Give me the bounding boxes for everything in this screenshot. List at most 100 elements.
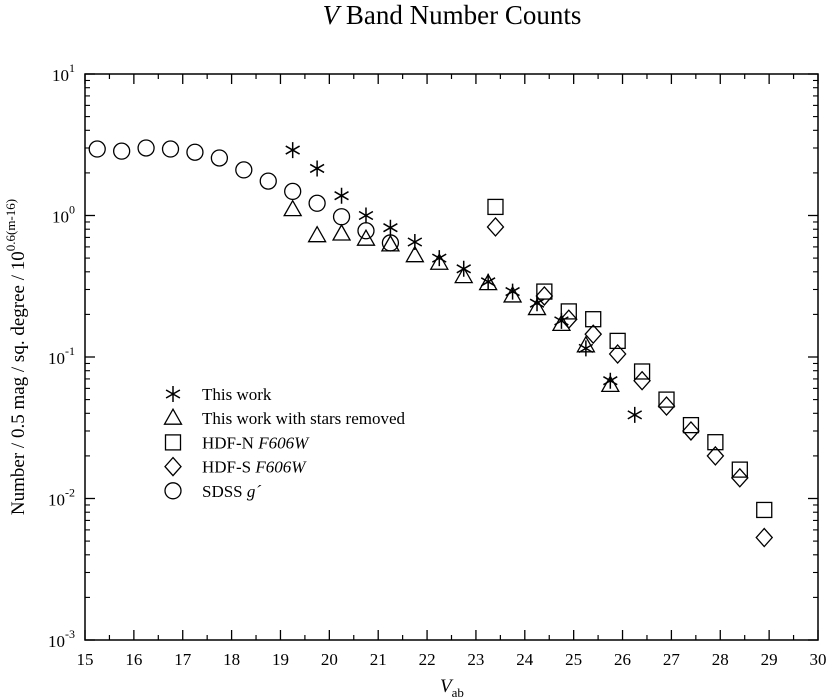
legend-label: This work [202,385,272,404]
asterisk-point [334,187,349,204]
asterisk-point [578,340,594,357]
x-tick-label: 29 [761,650,778,669]
x-tick-label: 21 [370,650,387,669]
square-point [731,461,748,478]
diamond-point [584,324,603,345]
circle-point [137,139,155,157]
square-point [682,416,700,434]
x-axis-label: Vab [440,676,464,699]
triangle-point [478,273,498,291]
circle-point [381,234,400,252]
asterisk-point [309,160,325,177]
plot-area [84,73,819,641]
circle-point [332,208,351,226]
chart-title-italic: V [323,0,343,30]
x-tick-label: 22 [419,650,436,669]
triangle-point [429,252,449,270]
legend-circle-symbol [164,482,182,500]
chart-title-rest: Band Number Counts [339,0,581,30]
x-tick-label: 24 [516,650,534,669]
diamond-point [633,370,651,391]
triangle-point [331,223,352,241]
square-point [609,332,626,350]
circle-point [88,140,106,158]
legend-label: SDSS g´ [202,482,261,501]
axis-ticks: 15 16 17 18 19 20 21 22 23 24 25 26 27 28 29 30 10-3 10-2… [48,61,827,669]
square-point [536,283,553,300]
circle-point [235,161,253,179]
triangle-point [600,375,620,393]
x-axis-label-sub: ab [452,685,464,699]
legend: This work This work with stars removed HDF… [163,385,406,501]
diamond-point [730,467,749,488]
diamond-point [608,344,627,364]
series-hdf-s [486,216,774,548]
x-tick-label: 28 [712,650,729,669]
diamond-point [706,445,725,466]
square-point [633,363,651,380]
circle-point [259,172,277,190]
diamond-point [559,309,578,330]
x-tick-label: 26 [614,650,631,669]
circle-point [308,194,326,212]
series-sdss [88,139,400,252]
square-point [756,501,773,519]
asterisk-point [627,406,643,423]
data-markers [88,139,774,548]
legend-label: HDF-S F606W [202,458,307,477]
square-point [707,434,724,451]
x-axis-label-main: V [440,676,454,697]
square-point [487,198,504,216]
x-tick-label: 18 [223,650,240,669]
legend-label: HDF-N F606W [202,433,310,452]
x-tick-label: 20 [321,650,338,669]
square-point [560,303,577,320]
legend-label: This work with stars removed [202,409,406,428]
triangle-point [576,335,596,353]
diamond-point [657,396,676,417]
square-point [658,391,675,408]
circle-point [284,182,302,201]
triangle-point [502,285,523,303]
circle-point [210,149,229,167]
triangle-point [356,228,376,246]
x-tick-label: 25 [565,650,582,669]
asterisk-point [480,273,496,290]
circle-point [113,142,131,160]
x-tick-label: 27 [663,650,681,669]
y-tick-label: 10-2 [48,486,75,510]
triangle-point [307,225,327,243]
circle-point [161,140,180,158]
series-this-work [285,142,643,423]
x-tick-label: 19 [272,650,289,669]
circle-point [186,143,204,161]
diamond-point [535,285,554,306]
chart-title: V Band Number Counts [323,0,582,30]
asterisk-point [431,250,447,267]
asterisk-point [383,219,398,236]
circle-point [357,222,375,240]
series-this-work-with-stars-removed [283,199,620,393]
x-tick-label: 15 [77,650,94,669]
y-tick-label: 10-1 [48,344,75,368]
diamond-point [755,527,774,548]
triangle-point [454,266,474,284]
square-point [585,311,602,328]
diamond-point [486,216,505,237]
triangle-point [405,245,425,263]
y-tick-label: 10-3 [48,627,75,651]
legend-diamond-symbol [164,456,182,477]
legend-triangle-symbol [163,407,183,425]
asterisk-point [358,207,374,224]
legend-asterisk-symbol [165,386,181,402]
y-axis-label-sup: 0.6(m-16) [3,199,18,251]
diamond-point [682,421,700,441]
x-tick-label: 17 [174,650,192,669]
y-tick-label: 100 [52,203,75,227]
x-tick-label: 30 [810,650,827,669]
triangle-point [527,298,547,316]
y-tick-label: 101 [52,61,75,85]
triangle-point [551,314,572,332]
y-axis-label: Number / 0.5 mag / sq. degree / 100.6(m-… [3,199,29,515]
